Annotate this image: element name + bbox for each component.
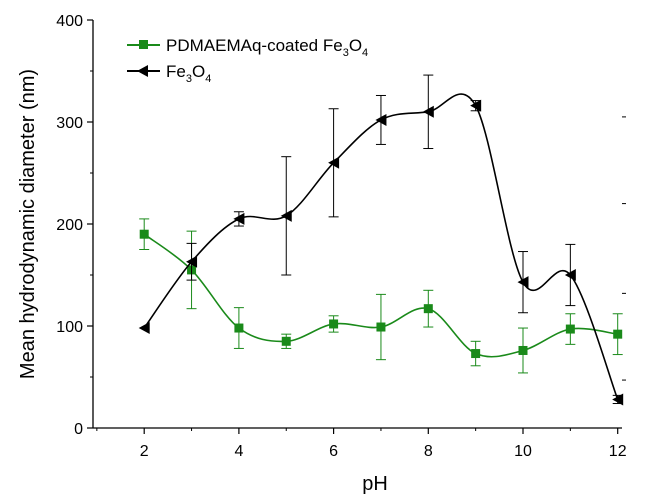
data-point-triangle: [186, 255, 198, 268]
y-tick-label: 300: [56, 115, 83, 132]
x-tick-label: 4: [234, 443, 243, 460]
data-point-triangle: [470, 99, 482, 112]
x-tick-label: 10: [514, 443, 532, 460]
series-layer: [138, 74, 624, 406]
data-point-triangle: [375, 113, 387, 126]
data-point-square: [518, 345, 528, 355]
plot-frame: [92, 20, 622, 429]
y-axis-title: Mean hydrodynamic diameter (nm): [17, 69, 39, 379]
x-tick-label: 6: [329, 443, 338, 460]
data-point-square: [281, 336, 291, 346]
y-tick-label: 400: [56, 13, 83, 30]
legend-item-pdmaemaq: PDMAEMAq-coated Fe3O4: [127, 36, 368, 59]
data-point-triangle: [422, 105, 434, 118]
x-axis-ticks: 2 4 6 8 10 12: [96, 428, 627, 460]
data-point-triangle: [517, 276, 529, 289]
right-axis-ticks: [622, 116, 626, 381]
series-line: [143, 93, 619, 400]
x-tick-label: 12: [609, 443, 627, 460]
legend-marker-square: [139, 40, 148, 49]
data-point-square: [234, 323, 244, 333]
x-tick-label: 2: [140, 443, 149, 460]
data-point-square: [139, 229, 149, 239]
legend: PDMAEMAq-coated Fe3O4 Fe3O4: [127, 36, 368, 85]
data-point-triangle: [138, 322, 150, 335]
data-point-square: [471, 349, 481, 359]
y-tick-label: 200: [56, 217, 83, 234]
data-point-triangle: [328, 156, 340, 169]
data-point-triangle: [280, 209, 292, 222]
series-pdmaemaq-coated: [139, 218, 623, 374]
legend-marker-triangle: [137, 65, 148, 77]
data-point-square: [376, 322, 386, 332]
y-tick-label: 100: [56, 319, 83, 336]
data-point-square: [613, 329, 623, 339]
x-axis-title: pH: [362, 473, 388, 495]
legend-label-pdmaemaq: PDMAEMAq-coated Fe3O4: [166, 36, 368, 59]
data-point-triangle: [612, 393, 624, 406]
data-point-square: [329, 319, 339, 329]
y-tick-label: 0: [74, 421, 83, 438]
series-fe3o4: [138, 74, 624, 406]
legend-label-fe3o4: Fe3O4: [166, 62, 211, 85]
data-point-triangle: [564, 269, 576, 281]
y-axis-ticks: 0 100 200 300 400: [56, 13, 93, 438]
data-point-triangle: [233, 212, 245, 225]
data-point-square: [423, 304, 433, 314]
x-tick-label: 8: [424, 443, 433, 460]
legend-item-fe3o4: Fe3O4: [127, 62, 211, 85]
data-point-square: [565, 324, 575, 334]
